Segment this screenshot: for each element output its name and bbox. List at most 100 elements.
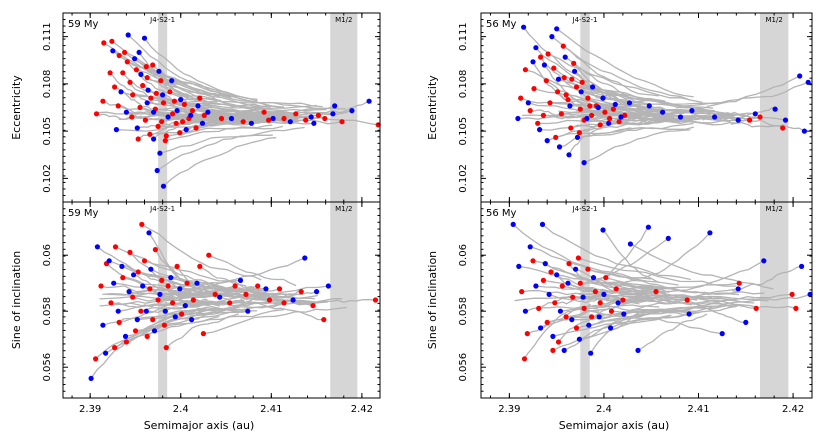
red-data-point	[563, 314, 569, 320]
blue-data-point	[533, 283, 539, 289]
red-data-point	[155, 123, 161, 129]
red-data-point	[161, 322, 167, 328]
blue-data-point	[578, 89, 584, 95]
blue-data-point	[618, 114, 624, 120]
blue-data-point	[125, 32, 131, 38]
red-data-point	[137, 104, 143, 111]
orbital-track	[118, 299, 245, 312]
blue-data-point	[707, 230, 713, 236]
red-data-point	[163, 133, 169, 139]
orbital-track	[127, 34, 232, 99]
blue-points	[515, 24, 811, 166]
orbital-track	[562, 45, 659, 97]
blue-data-point	[595, 104, 601, 111]
resonance-label: M1/2	[335, 205, 352, 213]
red-data-point	[232, 283, 238, 289]
blue-data-point	[131, 272, 137, 278]
x-tick-label: 2.41	[260, 404, 282, 415]
blue-data-point	[145, 87, 151, 93]
red-data-point	[558, 111, 565, 117]
red-data-point	[115, 103, 121, 109]
orbital-track	[539, 119, 690, 131]
red-data-point	[127, 79, 133, 85]
red-data-point	[152, 247, 158, 253]
blue-data-point	[573, 266, 579, 272]
red-data-point	[569, 76, 575, 82]
blue-data-point	[588, 350, 594, 356]
red-data-point	[581, 305, 587, 311]
red-data-point	[573, 325, 580, 331]
red-data-point	[132, 328, 139, 334]
red-data-point	[127, 249, 133, 255]
red-data-point	[130, 294, 136, 300]
red-data-point	[544, 319, 550, 325]
blue-data-point	[157, 150, 163, 156]
blue-data-point	[119, 263, 125, 269]
blue-data-point	[162, 308, 168, 314]
orbital-track	[616, 288, 696, 300]
red-data-point	[610, 106, 617, 112]
orbital-track	[153, 121, 196, 140]
orbital-track	[138, 52, 190, 98]
x-tick-label: 2.39	[79, 404, 101, 415]
blue-data-point	[541, 62, 548, 68]
blue-data-point	[562, 54, 568, 60]
blue-data-point	[138, 71, 144, 77]
orbital-track	[550, 271, 633, 301]
red-data-point	[585, 266, 591, 272]
red-data-point	[321, 317, 327, 323]
red-data-point	[571, 60, 577, 66]
blue-data-point	[686, 311, 692, 317]
red-data-point	[524, 331, 530, 337]
orbital-track	[637, 313, 708, 351]
red-data-point	[123, 339, 129, 345]
blue-data-point	[572, 68, 578, 74]
blue-data-point	[245, 308, 251, 314]
red-points	[93, 38, 381, 144]
blue-data-point	[608, 325, 614, 331]
red-data-point	[201, 112, 207, 118]
blue-data-point	[330, 111, 336, 117]
orbital-track	[566, 304, 660, 318]
orbital-track	[602, 229, 660, 284]
red-data-point	[93, 356, 99, 362]
orbital-track	[556, 28, 694, 98]
orbital-track	[558, 307, 611, 343]
orbital-track	[615, 103, 711, 116]
red-data-point	[130, 92, 136, 98]
orbital-track	[712, 293, 811, 303]
red-data-point	[150, 62, 156, 68]
blue-data-point	[556, 144, 563, 150]
blue-data-point	[205, 109, 211, 115]
y-tick-label: 0.06	[458, 244, 469, 266]
blue-data-point	[106, 258, 112, 264]
red-data-point	[298, 289, 304, 295]
red-data-point	[101, 40, 107, 46]
blue-data-point	[539, 221, 546, 227]
red-data-point	[158, 78, 164, 84]
blue-data-point	[542, 261, 548, 267]
red-data-point	[563, 92, 569, 98]
blue-data-point	[183, 127, 189, 133]
y-axis-label: Eccentricity	[426, 75, 439, 140]
orbital-track	[558, 78, 715, 112]
red-data-point	[559, 283, 565, 289]
red-data-point	[597, 300, 603, 306]
red-data-point	[150, 317, 156, 323]
plot-frame	[480, 201, 813, 399]
red-data-point	[587, 103, 593, 109]
red-data-point	[608, 308, 615, 314]
orbital-track	[593, 277, 643, 297]
y-tick-label: 0.105	[458, 117, 469, 146]
orbital-track	[175, 285, 329, 300]
red-data-point	[197, 95, 203, 101]
blue-points	[110, 32, 372, 189]
orbital-track	[542, 223, 691, 281]
orbital-track	[730, 121, 805, 132]
blue-data-point	[168, 275, 174, 281]
y-tick-label: 0.111	[458, 22, 469, 51]
x-tick-label: 2.39	[498, 404, 520, 415]
orbital-track	[165, 124, 273, 142]
red-data-point	[736, 280, 742, 286]
red-data-point	[143, 64, 149, 70]
